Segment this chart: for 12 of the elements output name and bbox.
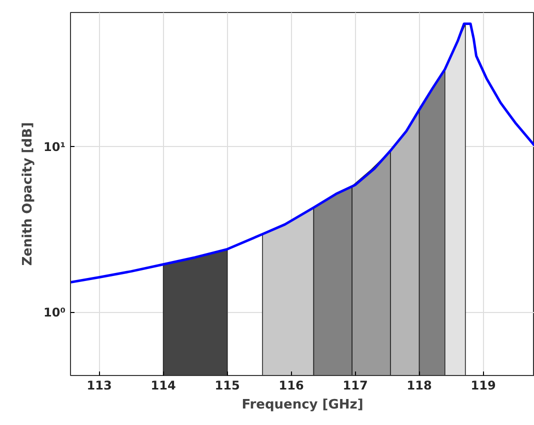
x-tick-label: 113 [86, 378, 112, 392]
y-tick-label: 10¹ [44, 140, 66, 154]
x-tick-label: 117 [342, 378, 368, 392]
y-tick-label: 10⁰ [44, 305, 66, 320]
line-series [70, 22, 534, 284]
x-tick-label: 118 [406, 378, 432, 392]
x-tick-label: 115 [214, 378, 240, 392]
y-axis-title: Zenith Opacity [dB] [20, 122, 36, 266]
x-tick-label: 119 [470, 378, 496, 392]
x-tick-label: 116 [278, 378, 304, 392]
x-axis-title: Frequency [GHz] [242, 398, 364, 412]
x-tick-label: 114 [150, 378, 176, 392]
